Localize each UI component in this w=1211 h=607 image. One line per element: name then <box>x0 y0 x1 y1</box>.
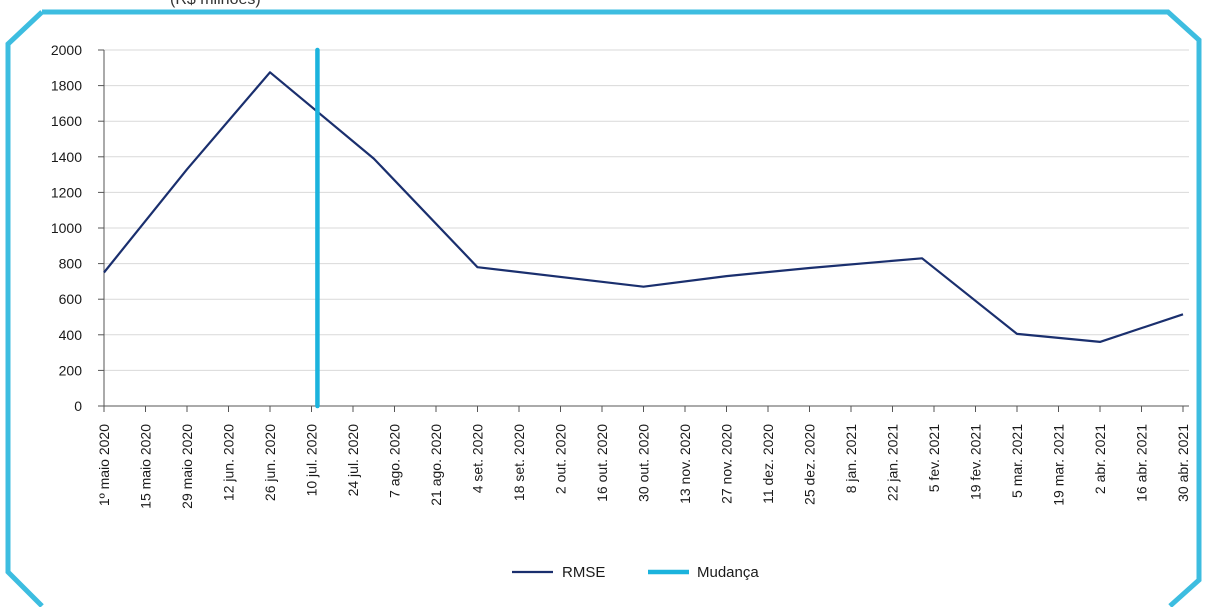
chart-title-fragment: (R$ milhões) <box>170 0 261 9</box>
y-tick-label: 1000 <box>51 220 82 236</box>
y-tick-label: 2000 <box>51 42 82 58</box>
y-tick-label: 600 <box>59 291 83 307</box>
x-tick-label: 30 out. 2020 <box>636 424 652 502</box>
x-tick-label: 5 fev. 2021 <box>926 424 942 492</box>
y-tick-label: 1400 <box>51 149 82 165</box>
x-tick-label: 30 abr. 2021 <box>1175 424 1191 502</box>
rmse-series-line <box>103 71 1184 343</box>
y-tick-label: 200 <box>59 362 83 378</box>
legend-label-mudanca: Mudança <box>697 564 759 581</box>
x-tick-label: 19 fev. 2021 <box>968 424 984 500</box>
x-tick-label: 25 dez. 2020 <box>802 424 818 505</box>
x-tick-label: 27 nov. 2020 <box>719 424 735 504</box>
x-tick-label: 19 mar. 2021 <box>1051 424 1067 506</box>
x-tick-label: 22 jan. 2021 <box>885 424 901 501</box>
x-tick-label: 16 out. 2020 <box>594 424 610 502</box>
x-tick-label: 7 ago. 2020 <box>387 424 403 498</box>
y-tick-label: 1600 <box>51 113 82 129</box>
x-tick-label: 13 nov. 2020 <box>677 424 693 504</box>
x-tick-label: 2 abr. 2021 <box>1092 424 1108 494</box>
x-tick-label: 24 jul. 2020 <box>345 424 361 497</box>
x-tick-label: 5 mar. 2021 <box>1009 424 1025 498</box>
x-tick-label: 10 jul. 2020 <box>304 424 320 497</box>
x-tick-label: 8 jan. 2021 <box>843 424 859 493</box>
x-tick-label: 16 abr. 2021 <box>1134 424 1150 502</box>
x-axis-ticks: 1º maio 2020 15 maio 2020 29 maio 2020 12 j… <box>96 406 1191 509</box>
x-tick-label: 12 jun. 2020 <box>221 424 237 501</box>
x-tick-label: 11 dez. 2020 <box>760 424 776 504</box>
gridlines <box>104 49 1189 371</box>
series-lines <box>103 47 1184 409</box>
x-tick-label: 18 set. 2020 <box>511 424 527 501</box>
x-tick-label: 4 set. 2020 <box>470 424 486 493</box>
y-tick-label: 800 <box>59 256 83 272</box>
legend: RMSE Mudança <box>512 564 759 581</box>
y-tick-label: 0 <box>74 398 82 414</box>
x-tick-label: 21 ago. 2020 <box>428 424 444 506</box>
legend-label-rmse: RMSE <box>562 564 605 581</box>
x-tick-label: 26 jun. 2020 <box>262 424 278 501</box>
y-axis-ticks: 0 200 400 600 800 1000 1200 1400 1600 1800 2000 <box>51 42 104 414</box>
y-tick-label: 1800 <box>51 78 82 94</box>
x-tick-label: 15 maio 2020 <box>138 424 154 509</box>
x-tick-label: 29 maio 2020 <box>179 424 195 509</box>
x-tick-label: 1º maio 2020 <box>96 424 112 506</box>
y-tick-label: 400 <box>59 327 83 343</box>
x-tick-label: 2 out. 2020 <box>553 424 569 494</box>
y-tick-label: 1200 <box>51 184 82 200</box>
